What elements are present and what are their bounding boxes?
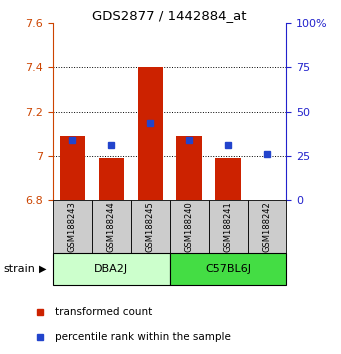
Text: percentile rank within the sample: percentile rank within the sample bbox=[55, 332, 231, 342]
Text: transformed count: transformed count bbox=[55, 307, 152, 318]
Text: GSM188245: GSM188245 bbox=[146, 201, 155, 252]
Text: strain: strain bbox=[3, 264, 35, 274]
FancyBboxPatch shape bbox=[169, 200, 209, 253]
Text: GSM188242: GSM188242 bbox=[263, 201, 271, 252]
Text: ▶: ▶ bbox=[39, 264, 46, 274]
Bar bbox=[137, 67, 163, 200]
Title: GDS2877 / 1442884_at: GDS2877 / 1442884_at bbox=[92, 9, 247, 22]
FancyBboxPatch shape bbox=[209, 200, 248, 253]
Text: GSM188244: GSM188244 bbox=[107, 201, 116, 252]
FancyBboxPatch shape bbox=[169, 253, 286, 285]
FancyBboxPatch shape bbox=[92, 200, 131, 253]
Bar bbox=[99, 158, 124, 200]
Bar bbox=[176, 136, 202, 200]
FancyBboxPatch shape bbox=[53, 200, 92, 253]
Text: GSM188241: GSM188241 bbox=[224, 201, 233, 252]
Text: DBA2J: DBA2J bbox=[94, 264, 128, 274]
Text: GSM188240: GSM188240 bbox=[184, 201, 194, 252]
Bar bbox=[60, 136, 85, 200]
FancyBboxPatch shape bbox=[248, 200, 286, 253]
FancyBboxPatch shape bbox=[131, 200, 169, 253]
Text: GSM188243: GSM188243 bbox=[68, 201, 77, 252]
FancyBboxPatch shape bbox=[53, 253, 169, 285]
Bar bbox=[216, 158, 241, 200]
Text: C57BL6J: C57BL6J bbox=[205, 264, 251, 274]
